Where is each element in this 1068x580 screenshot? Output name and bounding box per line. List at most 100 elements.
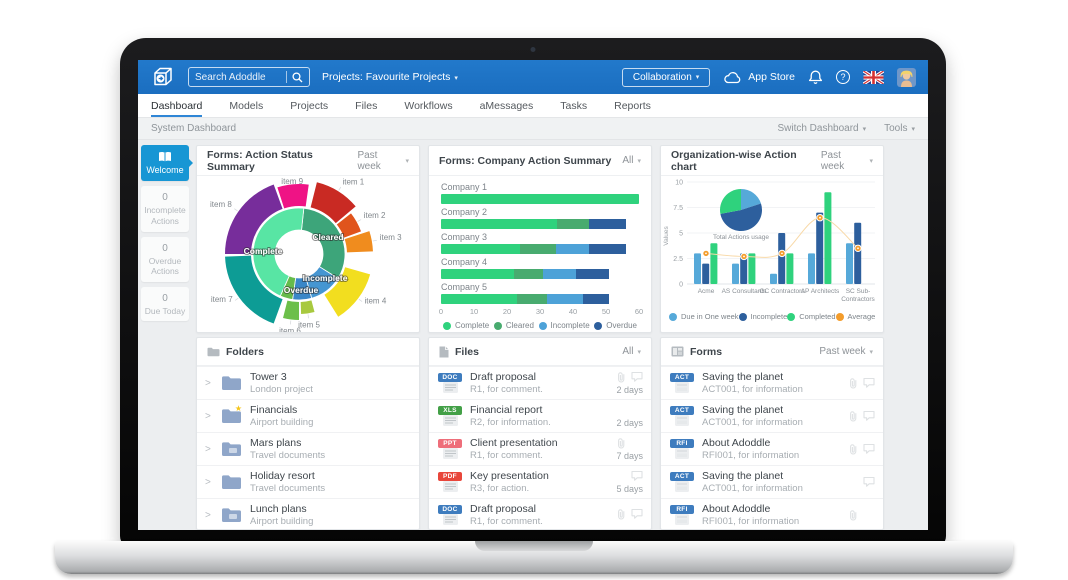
expand-chevron-icon[interactable]: > bbox=[205, 377, 211, 389]
filter-dropdown[interactable]: Past week ▾ bbox=[819, 346, 873, 357]
expand-chevron-icon[interactable]: > bbox=[205, 443, 211, 455]
folder-row[interactable]: > Tower 3 London project bbox=[197, 366, 419, 399]
attachment-icon[interactable] bbox=[848, 377, 858, 389]
comment-icon[interactable] bbox=[863, 443, 875, 454]
help-icon[interactable]: ? bbox=[836, 70, 850, 84]
form-sheet-icon bbox=[675, 415, 689, 426]
form-row[interactable]: RFI About Adoddle RFI001, for information bbox=[661, 432, 883, 465]
folder-row[interactable]: > Holiday resort Travel documents bbox=[197, 465, 419, 498]
file-row[interactable]: PPT Client presentation R1, for comment. 7 … bbox=[429, 432, 651, 465]
company-stacked-bar[interactable] bbox=[441, 244, 639, 254]
folder-title: Lunch plans bbox=[250, 503, 307, 515]
comment-icon[interactable] bbox=[863, 410, 875, 421]
panel-company-action-summary: Forms: Company Action Summary All ▾ Compa… bbox=[428, 145, 652, 333]
tab-reports[interactable]: Reports bbox=[614, 99, 651, 112]
search-icon[interactable] bbox=[292, 71, 303, 83]
form-row[interactable]: ACT Saving the planet ACT001, for informat… bbox=[661, 399, 883, 432]
folder-row[interactable]: > Lunch plans Airport building bbox=[197, 498, 419, 529]
projects-selector[interactable]: Projects: Favourite Projects ▾ bbox=[322, 71, 458, 83]
attachment-icon[interactable] bbox=[616, 470, 626, 482]
tab-tasks[interactable]: Tasks bbox=[560, 99, 588, 112]
expand-chevron-icon[interactable]: > bbox=[205, 410, 211, 422]
app-store-link[interactable]: App Store bbox=[723, 71, 795, 84]
file-subtitle: R2, for information. bbox=[470, 417, 551, 428]
company-stacked-bar[interactable] bbox=[441, 219, 639, 229]
switch-dashboard-dropdown[interactable]: Switch Dashboard ▾ bbox=[777, 123, 867, 134]
book-icon bbox=[159, 152, 171, 162]
chevron-down-icon: ▾ bbox=[695, 74, 700, 81]
expand-chevron-icon[interactable]: > bbox=[205, 509, 211, 521]
tools-dropdown[interactable]: Tools ▾ bbox=[884, 123, 915, 134]
folder-row[interactable]: > Mars plans Travel documents bbox=[197, 432, 419, 465]
form-sheet-icon bbox=[675, 448, 689, 459]
form-row[interactable]: RFI About Adoddle RFI001, for information bbox=[661, 498, 883, 529]
svg-text:Complete: Complete bbox=[244, 246, 283, 256]
company-stacked-bar[interactable] bbox=[441, 194, 639, 204]
document-lines-icon bbox=[442, 481, 458, 492]
svg-text:0: 0 bbox=[679, 282, 683, 289]
sidebar-item-overdue-actions[interactable]: 0 Overdue Actions bbox=[141, 236, 189, 282]
tab-projects[interactable]: Projects bbox=[290, 99, 329, 112]
comment-icon[interactable] bbox=[863, 476, 875, 487]
form-row[interactable]: ACT Saving the planet ACT001, for informat… bbox=[661, 366, 883, 399]
form-title: Saving the planet bbox=[702, 371, 784, 383]
filter-dropdown[interactable]: Past week ▾ bbox=[357, 149, 409, 172]
attachment-icon[interactable] bbox=[848, 509, 858, 521]
attachment-icon[interactable] bbox=[616, 508, 626, 520]
tab-dashboard[interactable]: Dashboard bbox=[151, 94, 202, 117]
page-title: System Dashboard bbox=[151, 123, 237, 134]
comment-icon[interactable] bbox=[631, 404, 643, 415]
attachment-icon[interactable] bbox=[616, 437, 626, 449]
expand-chevron-icon[interactable]: > bbox=[205, 476, 211, 488]
filter-dropdown[interactable]: All ▾ bbox=[622, 155, 641, 166]
file-row[interactable]: DOC Draft proposal R1, for comment. bbox=[429, 498, 651, 529]
attachment-icon[interactable] bbox=[848, 410, 858, 422]
tab-amessages[interactable]: aMessages bbox=[479, 99, 534, 112]
comment-icon[interactable] bbox=[863, 377, 875, 388]
collaboration-button[interactable]: Collaboration ▾ bbox=[621, 67, 711, 87]
company-stacked-bar-chart[interactable]: Company 1 Company 2 Company 3 Company 4 Comp… bbox=[429, 176, 651, 330]
company-stacked-bar[interactable] bbox=[441, 269, 639, 279]
file-row[interactable]: XLS Financial report R2, for information. 2… bbox=[429, 399, 651, 432]
company-label: Company 2 bbox=[441, 207, 488, 217]
file-row[interactable]: DOC Draft proposal R1, for comment. 2 days bbox=[429, 366, 651, 399]
adoddle-logo[interactable] bbox=[150, 65, 176, 89]
form-subtitle: ACT001, for information bbox=[702, 417, 803, 428]
sidebar-item-welcome[interactable]: Welcome bbox=[141, 145, 193, 182]
svg-text:Values: Values bbox=[663, 226, 670, 246]
panel-title: Organization-wise Action chart bbox=[671, 148, 797, 173]
tab-workflows[interactable]: Workflows bbox=[404, 99, 453, 112]
comment-icon[interactable] bbox=[631, 470, 643, 481]
tab-models[interactable]: Models bbox=[229, 99, 264, 112]
filter-dropdown[interactable]: All ▾ bbox=[622, 346, 641, 357]
comment-icon[interactable] bbox=[631, 437, 643, 448]
form-type-badge: ACT bbox=[670, 406, 694, 415]
language-flag-icon[interactable] bbox=[863, 70, 884, 84]
file-row[interactable]: PDF Key presentation R3, for action. 5 days bbox=[429, 465, 651, 498]
attachment-icon[interactable] bbox=[616, 371, 626, 383]
search-input[interactable] bbox=[195, 71, 281, 83]
search-box[interactable] bbox=[188, 67, 310, 87]
comment-icon[interactable] bbox=[631, 371, 643, 382]
comment-icon[interactable] bbox=[631, 508, 643, 519]
webcam-dot bbox=[530, 47, 536, 52]
svg-text:AS Consultants: AS Consultants bbox=[722, 288, 768, 295]
sidebar-item-due-today[interactable]: 0 Due Today bbox=[141, 286, 189, 322]
attachment-icon[interactable] bbox=[616, 404, 626, 416]
sidebar-item-incomplete-actions[interactable]: 0 Incomplete Actions bbox=[141, 186, 189, 232]
attachment-icon[interactable] bbox=[848, 443, 858, 455]
attachment-icon[interactable] bbox=[848, 476, 858, 488]
chart-legend: Due in One week Incomplete Completed Averag… bbox=[661, 310, 883, 321]
form-row[interactable]: ACT Saving the planet ACT001, for informat… bbox=[661, 465, 883, 498]
folder-title: Tower 3 bbox=[250, 371, 287, 383]
file-title: Draft proposal bbox=[470, 503, 536, 515]
comment-icon[interactable] bbox=[863, 509, 875, 520]
company-stacked-bar[interactable] bbox=[441, 294, 639, 304]
user-avatar[interactable] bbox=[897, 67, 916, 87]
filter-dropdown[interactable]: Past week ▾ bbox=[820, 149, 873, 172]
folder-row[interactable]: > ★ Financials Airport building bbox=[197, 399, 419, 432]
tab-files[interactable]: Files bbox=[355, 99, 378, 112]
notifications-bell-icon[interactable] bbox=[808, 69, 823, 85]
